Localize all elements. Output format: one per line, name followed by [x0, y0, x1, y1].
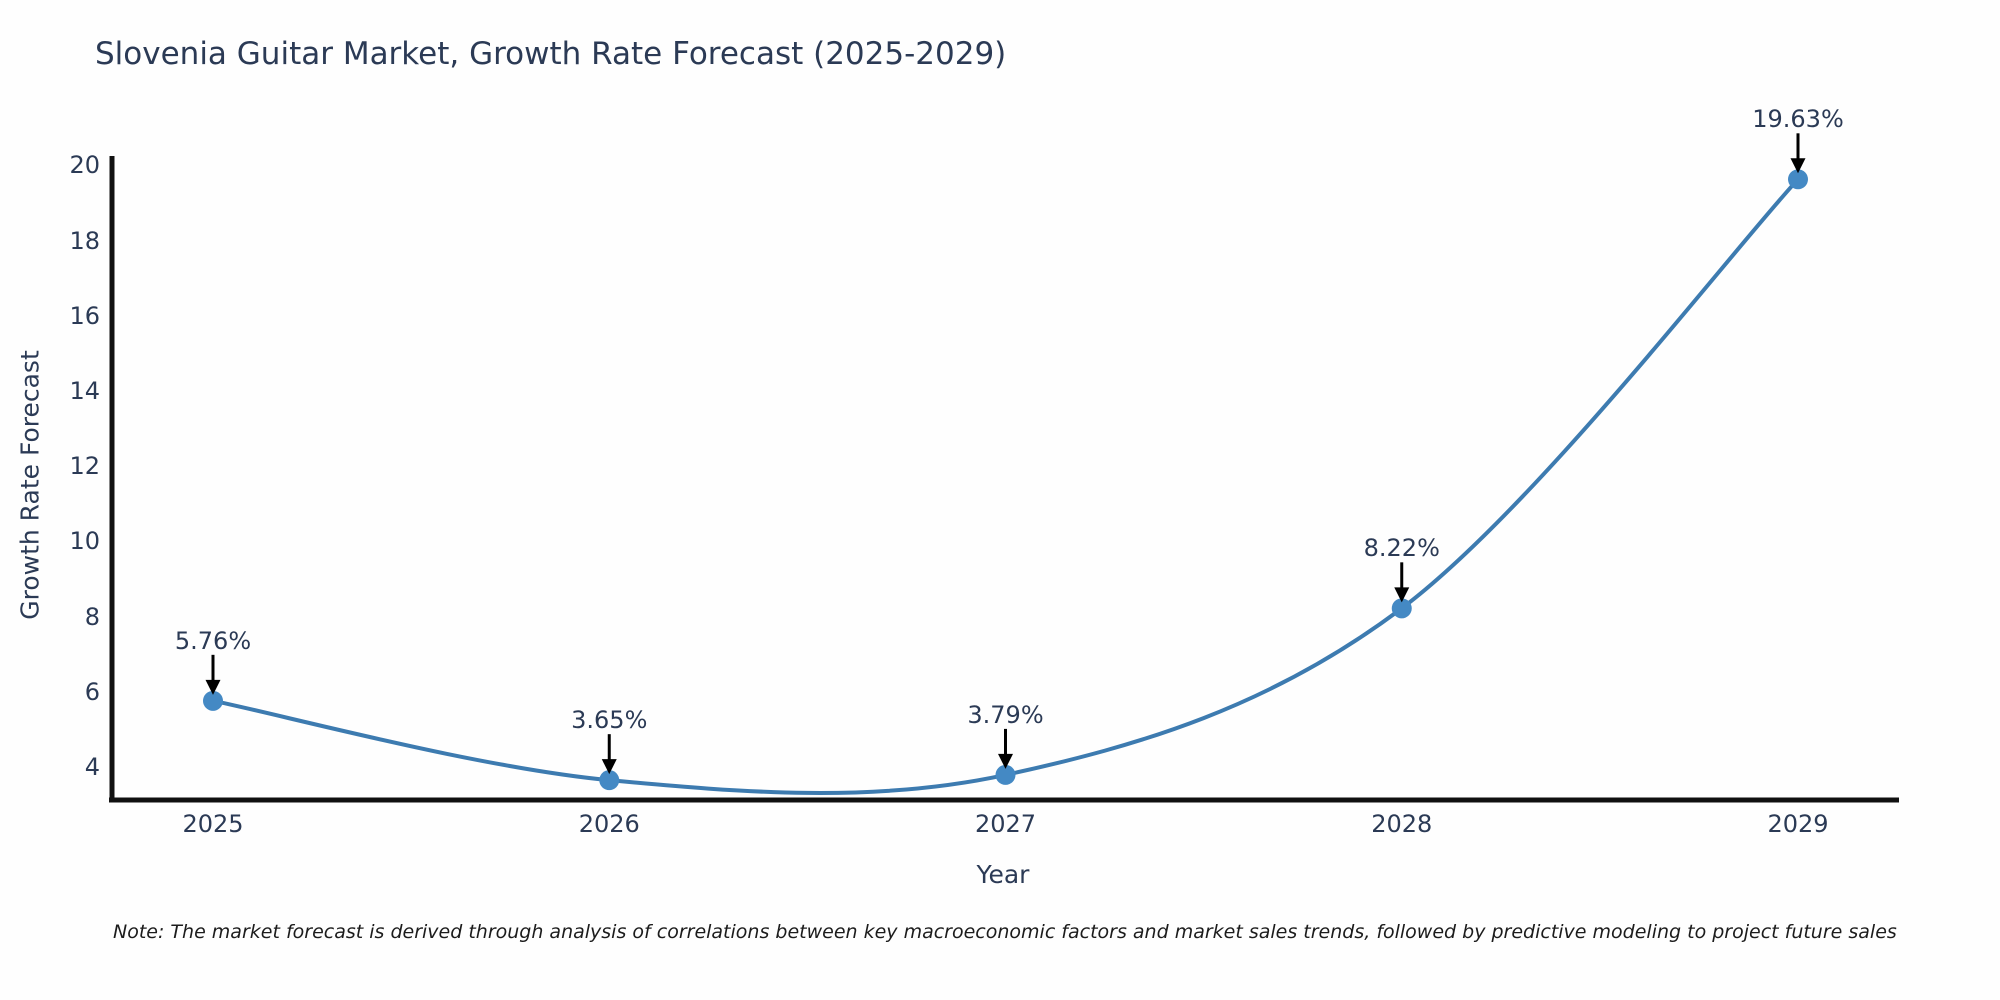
- annotation-arrowhead: [1790, 158, 1806, 174]
- y-tick-label: 4: [84, 753, 100, 781]
- y-tick-label: 16: [69, 301, 100, 330]
- x-tick-label: 2029: [1767, 810, 1829, 838]
- point-annotation-label: 19.63%: [1752, 105, 1844, 134]
- y-tick-label: 12: [69, 452, 100, 481]
- y-tick-label: 20: [69, 151, 100, 180]
- y-axis-title: Growth Rate Forecast: [15, 350, 45, 620]
- data-point-marker: [995, 764, 1016, 785]
- series-line: [211, 177, 1800, 795]
- point-annotation-label: 8.22%: [1363, 534, 1440, 563]
- y-tick-label: 6: [84, 677, 100, 706]
- x-tick-label: 2025: [182, 810, 244, 838]
- annotation-arrowhead: [998, 753, 1013, 769]
- data-point-marker: [1788, 169, 1808, 190]
- x-tick-label: 2027: [974, 810, 1037, 838]
- point-annotation-label: 5.76%: [174, 626, 252, 655]
- x-tick-label: 2026: [578, 810, 640, 838]
- x-axis-title: Year: [976, 860, 1030, 889]
- annotation-arrowhead: [205, 679, 221, 695]
- data-point-marker: [599, 770, 620, 791]
- point-annotation-label: 3.79%: [967, 700, 1044, 729]
- data-point-marker: [203, 690, 223, 711]
- footnote: Note: The market forecast is derived thr…: [113, 921, 1897, 943]
- y-tick-label: 10: [69, 527, 100, 556]
- y-tick-label: 8: [84, 602, 100, 631]
- point-annotation-label: 3.65%: [571, 706, 648, 735]
- y-tick-label: 14: [69, 377, 100, 405]
- chart-title: Slovenia Guitar Market, Growth Rate Fore…: [95, 36, 1007, 72]
- annotation-arrowhead: [601, 759, 617, 775]
- data-point-marker: [1391, 598, 1412, 619]
- x-tick-label: 2028: [1371, 810, 1433, 838]
- y-tick-label: 18: [69, 226, 100, 255]
- annotation-arrowhead: [1394, 587, 1410, 603]
